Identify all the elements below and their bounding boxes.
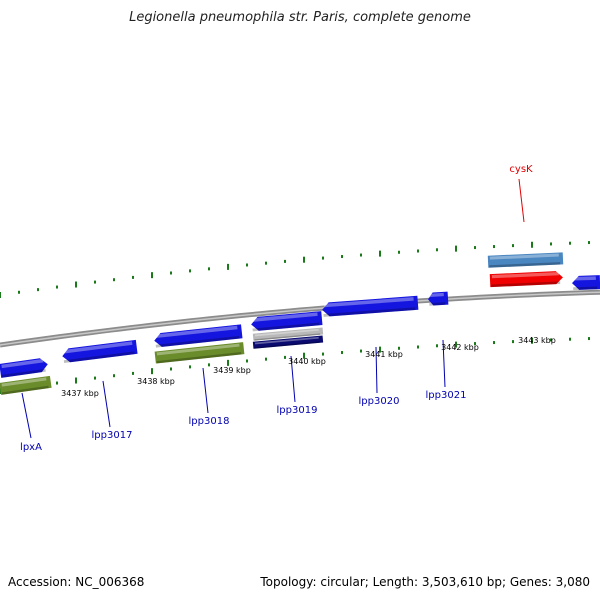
gene-arrow	[154, 324, 243, 348]
leader-line	[21, 392, 32, 439]
tick-label: 3437 kbp	[61, 389, 99, 398]
gene-arrow	[572, 275, 600, 291]
label-leader-lines	[21, 178, 525, 439]
gene-features	[0, 252, 600, 395]
leader-line	[202, 367, 209, 414]
genome-backbone	[0, 289, 600, 348]
gene-bar	[252, 327, 324, 341]
gene-label-lpp3017: lpp3017	[92, 430, 133, 441]
gene-bar	[0, 375, 52, 395]
gene-label-lpp3021: lpp3021	[426, 390, 467, 401]
genome-title: Legionella pneumophila str. Paris, compl…	[129, 10, 471, 25]
gene-arrow	[0, 358, 48, 378]
tick-label: 3443 kbp	[518, 336, 556, 345]
tick-labels: 3437 kbp 3438 kbp 3439 kbp 3440 kbp 3441 kbp…	[61, 336, 556, 398]
gene-label-lpp3020: lpp3020	[359, 396, 400, 407]
leader-line	[442, 339, 446, 388]
leader-line	[375, 346, 378, 394]
gene-bar	[154, 342, 245, 364]
gene-arrow	[489, 271, 563, 288]
backbone-highlight	[0, 291, 600, 346]
tick-label: 3439 kbp	[213, 366, 251, 375]
gene-arrow	[251, 311, 323, 332]
gene-label-lpp3018: lpp3018	[189, 416, 230, 427]
gene-arrow	[62, 339, 138, 364]
gene-label-cysk: cysK	[509, 164, 533, 175]
tick-label: 3441 kbp	[365, 350, 403, 359]
tick-label: 3440 kbp	[288, 357, 326, 366]
genome-summary-text: Topology: circular; Length: 3,503,610 bp…	[260, 575, 590, 589]
accession-text: Accession: NC_006368	[8, 575, 145, 589]
gene-label-lpxa: lpxA	[20, 442, 42, 453]
leader-line	[102, 380, 111, 428]
gene-arrow	[428, 291, 449, 306]
gene-labels: lpxA lpp3017 lpp3018 lpp3019 lpp3020 lpp3021 c…	[20, 164, 533, 453]
gene-arrow	[322, 295, 419, 317]
leader-line	[518, 178, 525, 223]
leader-line	[290, 355, 296, 403]
inner-tick-ring	[0, 337, 590, 394]
tick-label: 3442 kbp	[441, 343, 479, 352]
gene-label-lpp3019: lpp3019	[277, 405, 318, 416]
gene-bar	[252, 335, 324, 349]
gene-bar	[487, 252, 564, 268]
outer-tick-ring	[0, 241, 590, 298]
tick-label: 3438 kbp	[137, 377, 175, 386]
